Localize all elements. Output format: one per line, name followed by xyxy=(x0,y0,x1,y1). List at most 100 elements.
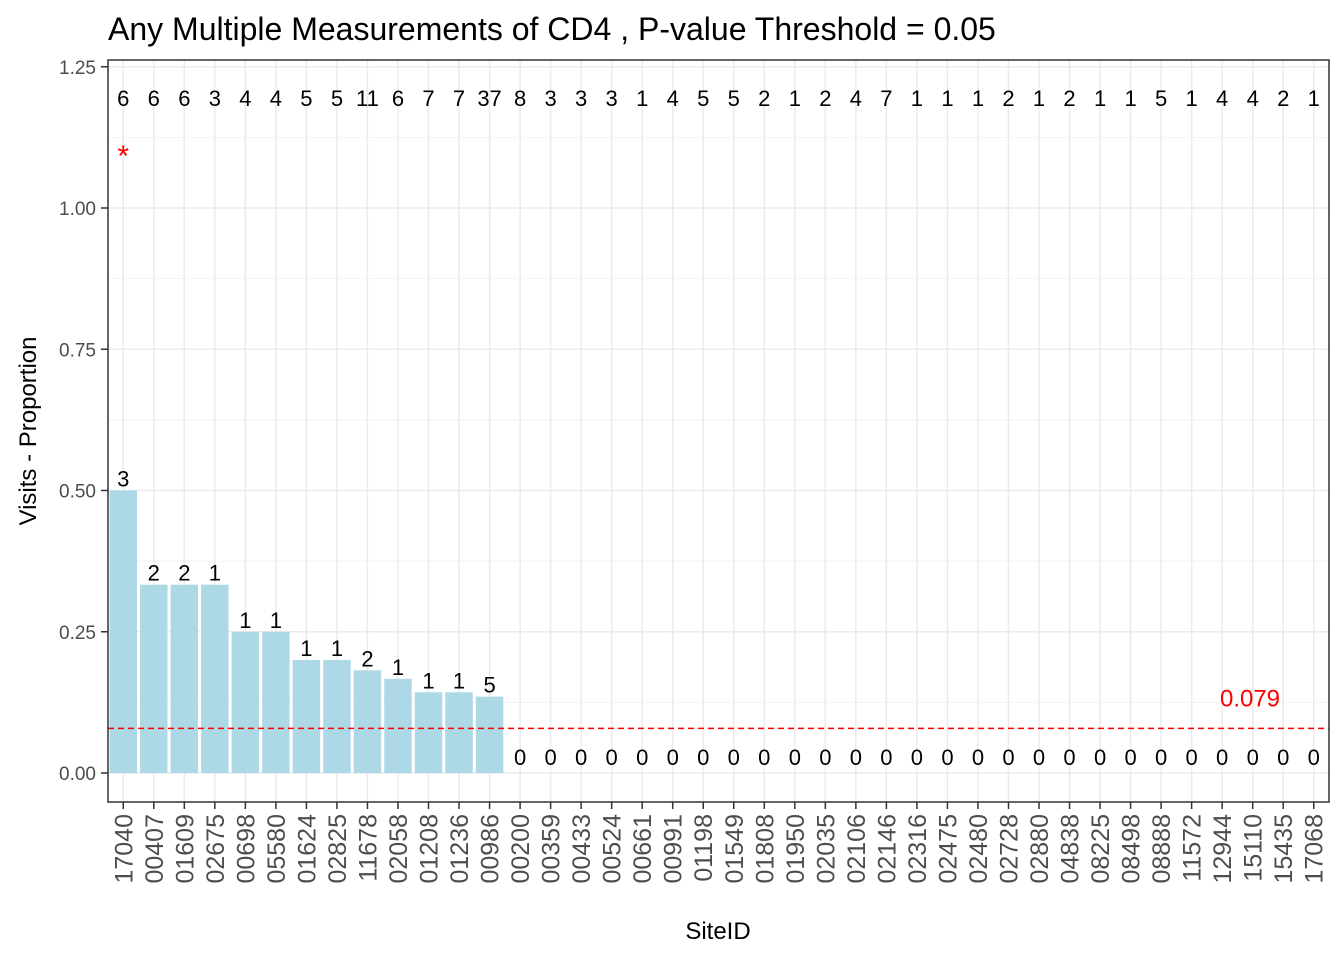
total-count-label: 3 xyxy=(544,86,556,111)
bar-value-label: 1 xyxy=(209,561,221,586)
x-tick-label: 08225 xyxy=(1087,814,1115,884)
bar-value-label: 0 xyxy=(1124,745,1136,770)
bar-value-label: 5 xyxy=(483,673,495,698)
total-count-label: 3 xyxy=(575,86,587,111)
total-count-label: 2 xyxy=(819,86,831,111)
x-tick-label: 02058 xyxy=(385,814,413,884)
x-tick-label: 02480 xyxy=(965,814,993,884)
bar-value-label: 0 xyxy=(606,745,618,770)
total-count-label: 6 xyxy=(178,86,190,111)
chart-title: Any Multiple Measurements of CD4 , P-val… xyxy=(108,11,996,47)
x-tick-label: 11678 xyxy=(354,814,382,882)
total-count-label: 6 xyxy=(148,86,160,111)
total-count-label: 5 xyxy=(331,86,343,111)
total-count-label: 5 xyxy=(728,86,740,111)
total-count-label: 8 xyxy=(514,86,526,111)
bar-value-label: 0 xyxy=(728,745,740,770)
total-labels: 6 6 6 3 4 4 5 5 11 6 7 7 37 8 3 3 3 1 4 5 5 2 1 2 4 7 1 1 1 2 1 2 1 1 5 1 4 4… xyxy=(117,86,1320,173)
total-count-label: 2 xyxy=(758,86,770,111)
x-tick-label: 12944 xyxy=(1209,814,1237,884)
bar xyxy=(109,490,137,773)
bar-value-label: 1 xyxy=(392,655,404,680)
bar-value-label: 0 xyxy=(575,745,587,770)
x-tick-label: 04838 xyxy=(1057,814,1085,884)
bar-value-label: 2 xyxy=(148,561,160,586)
total-count-label: 6 xyxy=(392,86,404,111)
bar xyxy=(323,660,351,773)
x-tick-label: 01950 xyxy=(782,814,810,884)
x-tick-label: 05580 xyxy=(263,814,291,884)
x-tick-label: 01208 xyxy=(416,814,444,884)
bar xyxy=(140,584,168,773)
total-count-label: 3 xyxy=(606,86,618,111)
x-tick-label: 15110 xyxy=(1240,814,1268,882)
y-axis-title: Visits - Proportion xyxy=(15,337,42,526)
bar-value-label: 0 xyxy=(1277,745,1289,770)
x-tick-label: 00986 xyxy=(477,814,505,884)
total-count-label: 1 xyxy=(1124,86,1136,111)
y-tick-label: 1.00 xyxy=(59,199,96,220)
bar-value-label: 1 xyxy=(453,668,465,693)
total-count-label: 7 xyxy=(453,86,465,111)
total-count-label: 11 xyxy=(356,86,379,111)
total-count-label: 1 xyxy=(789,86,801,111)
y-tick-label: 0.75 xyxy=(59,340,96,361)
total-count-label: 5 xyxy=(697,86,709,111)
bar xyxy=(201,584,229,773)
total-count-label: 1 xyxy=(1033,86,1045,111)
total-count-label: 6 xyxy=(117,86,129,111)
bar-value-label: 0 xyxy=(514,745,526,770)
x-tick-label: 11572 xyxy=(1179,814,1207,882)
total-count-label: 5 xyxy=(1155,86,1167,111)
total-count-label: 1 xyxy=(636,86,648,111)
bar xyxy=(292,660,321,773)
x-tick-label: 02146 xyxy=(873,814,901,884)
bar-value-label: 0 xyxy=(1155,745,1167,770)
bar-value-label: 0 xyxy=(1216,745,1228,770)
bar-value-label: 0 xyxy=(1002,745,1014,770)
bar-value-label: 0 xyxy=(972,745,984,770)
x-tick-label: 02825 xyxy=(324,814,352,884)
x-tick-label: 01808 xyxy=(751,814,779,884)
bar-value-label: 0 xyxy=(1063,745,1075,770)
grid-minor xyxy=(108,136,1329,703)
bar-value-label: 0 xyxy=(789,745,801,770)
bar-value-label: 0 xyxy=(911,745,923,770)
x-axis-title: SiteID xyxy=(685,918,750,945)
bar-value-label: 0 xyxy=(636,745,648,770)
total-count-label: 4 xyxy=(1216,86,1228,111)
bar-value-labels: 32 2 11 11 1 2 11 1 50 0 0 0 0 0 0 0 0 0 0 0 0 0 0 0 0 0 0 0 0 0 0 0 0 0 0 xyxy=(117,467,1320,771)
total-count-label: 1 xyxy=(972,86,984,111)
x-tick-label: 01549 xyxy=(721,814,749,884)
y-tick-label: 0.00 xyxy=(59,764,96,785)
x-tick-label: 15435 xyxy=(1270,814,1298,884)
x-tick-label: 08888 xyxy=(1148,814,1176,884)
x-tick-label: 02316 xyxy=(904,814,932,884)
bar xyxy=(414,692,443,773)
bar xyxy=(231,631,260,773)
bar xyxy=(262,631,290,773)
total-count-label: 4 xyxy=(239,86,251,111)
y-tick-label: 0.50 xyxy=(59,482,96,503)
threshold-group: 0.079 xyxy=(108,685,1329,730)
total-count-label: 2 xyxy=(1002,86,1014,111)
bar xyxy=(353,670,382,773)
y-tick-label: 0.25 xyxy=(59,623,96,644)
x-tick-label: 02728 xyxy=(995,814,1023,884)
total-count-label: 4 xyxy=(270,86,282,111)
total-count-label: 5 xyxy=(300,86,312,111)
bar-value-label: 0 xyxy=(758,745,770,770)
x-tick-label: 00991 xyxy=(660,814,688,884)
bar-value-label: 0 xyxy=(697,745,709,770)
bar-value-label: 0 xyxy=(819,745,831,770)
y-axis: 0.00 0.25 0.50 0.75 1.00 1.25 xyxy=(59,58,108,785)
bar-value-label: 0 xyxy=(544,745,556,770)
bar-value-label: 1 xyxy=(239,608,251,633)
x-axis: 17040 00407 01609 02675 00698 05580 01624 02825… xyxy=(110,802,1329,884)
total-count-label: 3 xyxy=(209,86,221,111)
x-tick-label: 01624 xyxy=(293,814,321,884)
x-tick-label: 02675 xyxy=(202,814,230,884)
bar-value-label: 1 xyxy=(300,636,312,661)
bar-value-label: 0 xyxy=(850,745,862,770)
total-count-label: 1 xyxy=(1186,86,1198,111)
